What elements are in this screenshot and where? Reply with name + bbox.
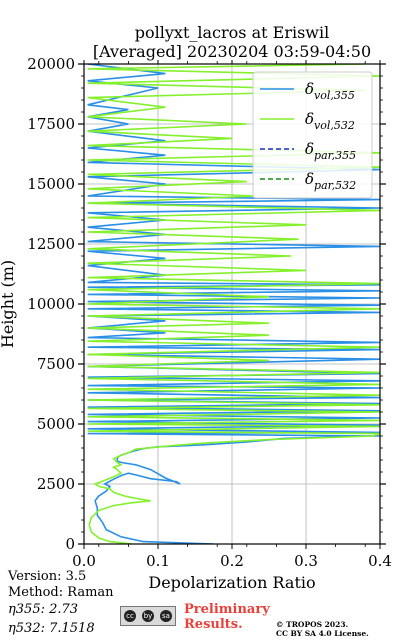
preliminary-line2: Results. [184,617,243,632]
by-icon: by [142,610,154,622]
depol-chart: pollyxt_lacros at Eriswil [Averaged] 202… [0,23,392,592]
eta532-label: η532: 7.1518 [8,621,95,636]
legend-label: δpar,532 [305,170,356,192]
sa-icon: sa [160,610,172,622]
preliminary-line1: Preliminary [184,602,270,617]
y-tick-label: 7500 [37,355,75,373]
y-tick-label: 10000 [27,295,75,313]
legend: δvol,355 δvol,532 δpar,355 δpar,532 [252,71,373,199]
x-tick-label: 0.3 [294,552,318,570]
preliminary-results-label: Preliminary Results. [184,602,270,632]
copyright-label: © TROPOS 2023. CC BY SA 4.0 License. [276,620,369,638]
x-axis-label: Depolarization Ratio [148,573,315,592]
y-tick-label: 2500 [37,475,75,493]
chart-title: pollyxt_lacros at Eriswil [135,23,329,42]
copyright-line1: © TROPOS 2023. [276,620,349,629]
series-layer [87,64,380,544]
legend-label: δpar,355 [305,140,356,162]
y-tick-label: 15000 [27,175,75,193]
legend-label: δvol,355 [305,80,355,102]
cc-license-badge: cc by sa [120,606,176,626]
y-tick-label: 5000 [37,415,75,433]
y-tick-label: 12500 [27,235,75,253]
cc-icon: cc [124,610,136,622]
series-line-0 [87,64,380,544]
x-tick-label: 0.0 [72,552,96,570]
chart-subtitle: [Averaged] 20230204 03:59-04:50 [93,42,371,61]
legend-box [252,71,373,199]
y-tick-label: 0 [65,535,75,553]
series-line-1 [87,64,380,544]
y-tick-label: 20000 [27,55,75,73]
copyright-line2: CC BY SA 4.0 License. [276,629,369,638]
eta355-label: η355: 2.73 [8,602,79,617]
x-tick-label: 0.4 [368,552,392,570]
legend-label: δvol,532 [305,110,355,132]
x-tick-label: 0.2 [220,552,244,570]
y-axis-label: Height (m) [0,260,17,348]
method-label: Method: Raman [8,585,114,600]
axis-ticks: 0.0 0.1 0.2 0.3 0.4 0 2500 5000 7500 10000 12500 15… [27,55,392,570]
plot-frame [83,63,381,545]
x-tick-label: 0.1 [146,552,170,570]
y-tick-label: 17500 [27,115,75,133]
version-label: Version: 3.5 [8,569,87,584]
